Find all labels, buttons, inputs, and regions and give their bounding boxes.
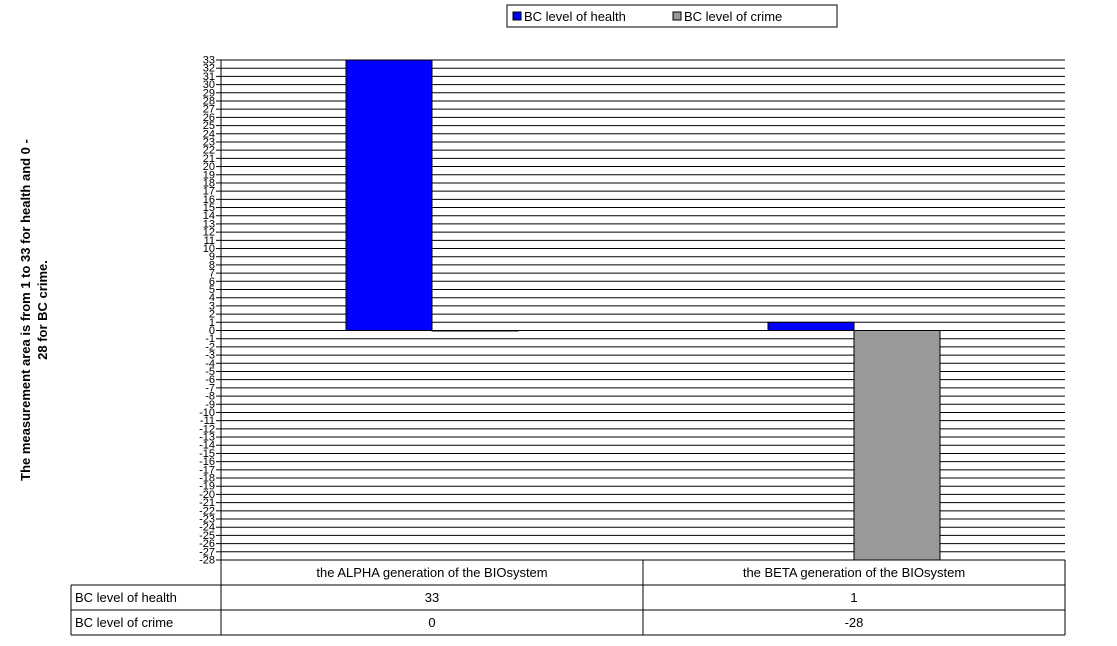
y-tick-label: -17	[199, 464, 215, 476]
legend-label: BC level of health	[524, 9, 626, 24]
y-tick-label: 27	[203, 104, 215, 116]
y-tick-label: -27	[199, 546, 215, 558]
y-tick-label: -14	[199, 440, 215, 452]
y-tick-label: 13	[203, 218, 215, 230]
data-label: -28	[845, 615, 864, 630]
y-tick-label: -2	[205, 341, 215, 353]
y-tick-label: -26	[199, 538, 215, 550]
y-tick-label: 12	[203, 227, 215, 239]
y-tick-label: 33	[203, 55, 215, 67]
data-label: 1	[850, 590, 857, 605]
y-tick-label: -20	[199, 489, 215, 501]
y-tick-label: 18	[203, 177, 215, 189]
y-tick-label: 17	[203, 186, 215, 198]
y-tick-label: 7	[209, 268, 215, 280]
y-tick-label: -5	[205, 366, 215, 378]
y-tick-label: 14	[203, 210, 215, 222]
y-tick-label: 19	[203, 169, 215, 181]
table-row-label: BC level of crime	[75, 615, 173, 630]
bar-0-1	[767, 321, 855, 331]
y-tick-label: 5	[209, 284, 215, 296]
y-tick-label: -6	[205, 374, 215, 386]
y-axis-title: 28 for BC crime.	[35, 260, 50, 360]
y-tick-label: 3	[209, 300, 215, 312]
y-tick-label: 9	[209, 251, 215, 263]
y-tick-label: -3	[205, 350, 215, 362]
y-tick-label: -7	[205, 382, 215, 394]
y-tick-label: -1	[205, 333, 215, 345]
legend-swatch	[512, 11, 522, 21]
y-tick-label: 11	[204, 235, 215, 247]
y-tick-label: -25	[199, 530, 215, 542]
legend-label: BC level of crime	[684, 9, 782, 24]
y-tick-label: -22	[199, 505, 215, 517]
y-tick-label: 24	[203, 128, 215, 140]
y-tick-label: 10	[203, 243, 215, 255]
y-tick-label: -11	[200, 415, 215, 427]
y-tick-label: 31	[203, 71, 215, 83]
legend-swatch	[672, 11, 682, 21]
y-tick-label: 20	[203, 161, 215, 173]
y-tick-label: 6	[209, 276, 215, 288]
y-tick-label: 29	[203, 87, 215, 99]
y-tick-label: 21	[203, 153, 215, 165]
y-tick-label: 1	[209, 317, 215, 329]
y-tick-label: 25	[203, 120, 215, 132]
x-tick-label: the ALPHA generation of the BIOsystem	[316, 565, 547, 580]
y-tick-label: -13	[199, 432, 215, 444]
y-tick-label: 30	[203, 79, 215, 91]
y-tick-label: 2	[209, 309, 215, 321]
y-tick-label: 28	[203, 95, 215, 107]
data-label: 33	[425, 590, 439, 605]
table-row-label: BC level of health	[75, 590, 177, 605]
y-tick-label: -8	[205, 391, 215, 403]
y-tick-label: -18	[199, 473, 215, 485]
y-tick-label: 4	[209, 292, 215, 304]
y-tick-label: 8	[209, 259, 215, 271]
data-label: 0	[428, 615, 435, 630]
y-tick-label: 23	[203, 136, 215, 148]
y-axis-title: The measurement area is from 1 to 33 for…	[18, 139, 33, 481]
y-tick-label: -28	[199, 555, 215, 567]
y-tick-label: -21	[199, 497, 215, 509]
bar-1-0	[431, 329, 519, 332]
x-tick-label: the BETA generation of the BIOsystem	[743, 565, 965, 580]
y-tick-label: -16	[199, 456, 215, 468]
bar-0-0	[345, 59, 433, 331]
y-tick-label: -9	[205, 399, 215, 411]
y-tick-label: -15	[199, 448, 215, 460]
legend	[506, 4, 838, 28]
y-tick-label: -12	[199, 423, 215, 435]
y-tick-label: -19	[199, 481, 215, 493]
y-tick-label: -24	[199, 522, 215, 534]
y-tick-label: -23	[199, 514, 215, 526]
y-tick-label: 0	[209, 325, 215, 337]
y-tick-label: 26	[203, 112, 215, 124]
y-tick-label: -10	[199, 407, 215, 419]
y-tick-label: 16	[203, 194, 215, 206]
y-tick-label: 32	[203, 63, 215, 75]
bar-1-1	[853, 329, 941, 561]
y-tick-label: 22	[203, 145, 215, 157]
y-tick-label: -4	[205, 358, 215, 370]
y-tick-label: 15	[203, 202, 215, 214]
